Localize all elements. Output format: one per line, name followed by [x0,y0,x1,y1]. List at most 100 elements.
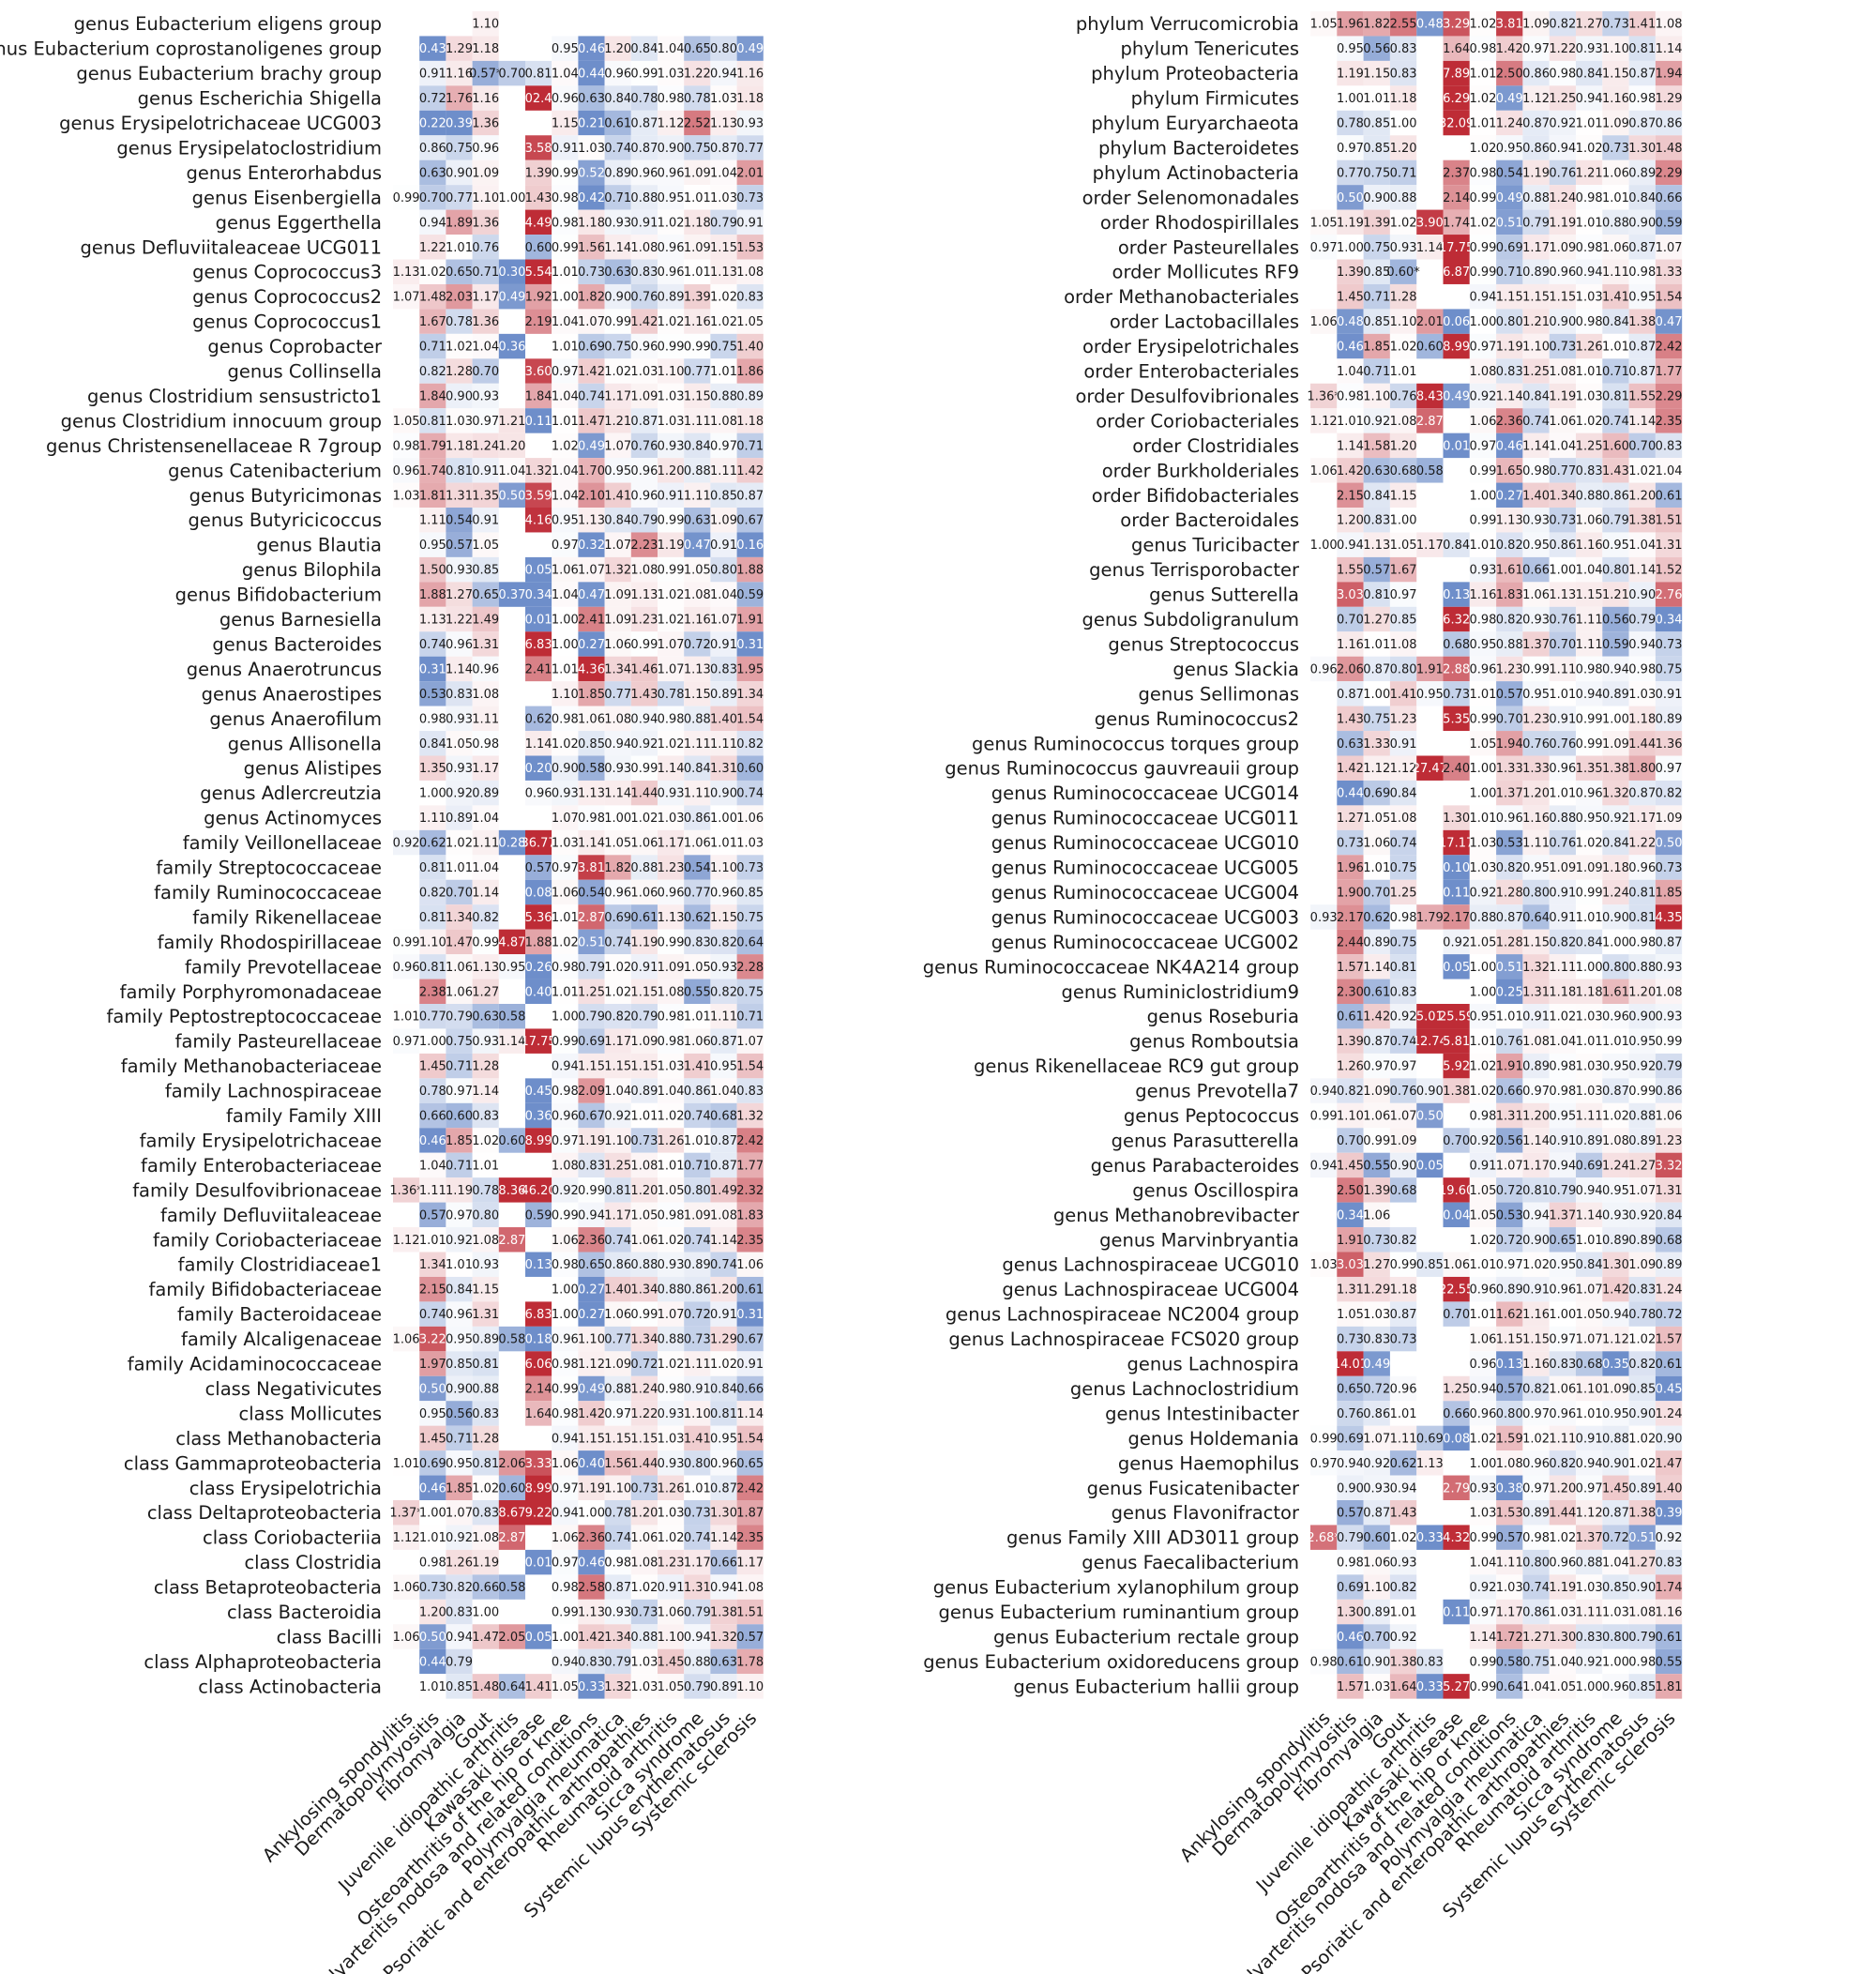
row-label: genus Ruminiclostridium9 [1061,981,1299,1003]
heatmap-cell [472,681,499,706]
heatmap-cell [736,283,764,310]
cell-value: 0.81 [525,68,552,82]
heatmap-cell [498,582,525,607]
cell-value: 1.55 [1628,389,1656,403]
cell-value: 0.50 [1656,837,1683,851]
cell-value: 1.06 [1443,1258,1470,1272]
cell-value: 0.81 [1522,1184,1550,1198]
cell-value: 1.90 [1337,886,1364,900]
heatmap-cell [630,606,658,632]
cell-value: 1.08 [552,1159,579,1173]
cell-value: 1.28 [1390,291,1417,305]
heatmap-cell [472,408,499,433]
cell-value: 0.88 [1496,638,1523,652]
cell-value: 0.87 [736,489,764,503]
cell-value: 1.01 [419,1680,446,1694]
cell-value: 1.09 [684,1208,711,1222]
heatmap-cell [658,829,685,856]
cell-value: 0.21 [578,117,605,131]
cell-value: 1.14 [1522,439,1550,453]
heatmap-cell [604,259,631,284]
heatmap-cell [419,755,446,781]
cell-value: 0.96 [658,886,685,900]
cell-value: 1.07 [710,614,737,628]
cell-value: 0.65 [736,1457,764,1471]
cell-value: 0.53 [1496,1208,1523,1222]
cell-value: 0.98 [604,1556,631,1571]
cell-value: 1.14 [710,1531,737,1545]
cell-value: 0.98 [1549,68,1576,82]
cell-value: 0.28 [498,837,525,851]
row-label: genus Flavonifractor [1112,1502,1300,1524]
cell-value: 1.54 [1656,291,1683,305]
heatmap-cell [525,879,552,905]
cell-value: 0.89 [1628,1234,1656,1248]
cell-value: 3.90 [1416,216,1444,230]
cell-value: 0.61 [604,117,631,131]
cell-value: 0.90 [1390,1159,1417,1173]
row-label: family Family XIII [226,1105,382,1127]
cell-value: 0.86 [1522,1606,1550,1620]
cell-value: 0.75 [736,985,764,999]
heatmap-cell [578,60,605,86]
cell-value: 0.80 [1496,1407,1523,1421]
cell-value: 0.98 [1628,92,1656,106]
cell-value: 1.12 [1576,1507,1603,1521]
cell-value: 0.85 [1363,315,1390,329]
cell-value: 0.99 [684,341,711,355]
cell-value: 0.70 [1363,886,1390,900]
heatmap-cell [552,1028,579,1054]
cell-value: 1.24 [1496,117,1523,131]
cell-value: 1.52 [1656,564,1683,578]
heatmap-cell [525,929,552,955]
cell-value: 1.02 [630,812,658,826]
heatmap-cell [419,929,446,955]
cell-value: 0.99 [604,315,631,329]
cell-value: 1.02 [1549,1531,1576,1545]
heatmap-cell [630,879,658,905]
cell-value: 1.08 [630,1159,658,1173]
heatmap-cell [710,805,737,830]
heatmap-cell [552,1227,579,1253]
heatmap-cell [658,954,685,979]
cell-value: 1.03 [1576,1085,1603,1099]
cell-value: 1.32 [736,1110,764,1124]
cell-value: 1.22 [1628,837,1656,851]
cell-value: 0.71 [684,1159,711,1173]
cell-value: 0.70 [498,68,525,82]
cell-value: 1.00 [552,1308,579,1322]
cell-value: 0.75 [684,142,711,156]
heatmap-cell [578,1351,605,1376]
heatmap-cell [552,283,579,310]
cell-value: 0.64 [736,935,764,949]
cell-value: 1.06 [393,1333,420,1347]
cell-value: 2.10 [578,489,605,503]
cell-value: 0.88 [710,389,737,403]
cell-value: 0.86 [1549,539,1576,553]
cell-value: 1.14 [604,241,631,255]
cell-value: 1.02 [1628,464,1656,478]
heatmap-cell [578,482,605,508]
heatmap-cell [684,1375,711,1402]
cell-value: 2.15 [1337,489,1364,503]
heatmap-cell [498,1227,525,1253]
cell-value: 1.28 [1496,935,1523,949]
heatmap-cell [684,1252,711,1277]
cell-value: 0.90 [1628,1407,1656,1421]
heatmap-cell [472,1053,499,1079]
cell-value: 0.05 [1443,961,1470,975]
heatmap-cell [552,755,579,781]
cell-value: 0.83 [1576,1631,1603,1645]
cell-value: 1.04 [1549,1035,1576,1049]
cell-value: 1.04 [419,1159,446,1173]
cell-value: 0.56 [1602,614,1629,628]
cell-value: 0.56 [1496,1134,1523,1148]
cell-value: 1.28 [472,1060,499,1074]
heatmap-cell [684,1128,711,1153]
heatmap-cell [419,235,446,260]
cell-value: 1.36 [472,216,499,230]
cell-value: 0.44 [578,68,605,82]
cell-value: 1.06 [393,1631,420,1645]
cell-value: 1.06 [684,1035,711,1049]
cell-value: 1.40 [1656,1481,1683,1496]
